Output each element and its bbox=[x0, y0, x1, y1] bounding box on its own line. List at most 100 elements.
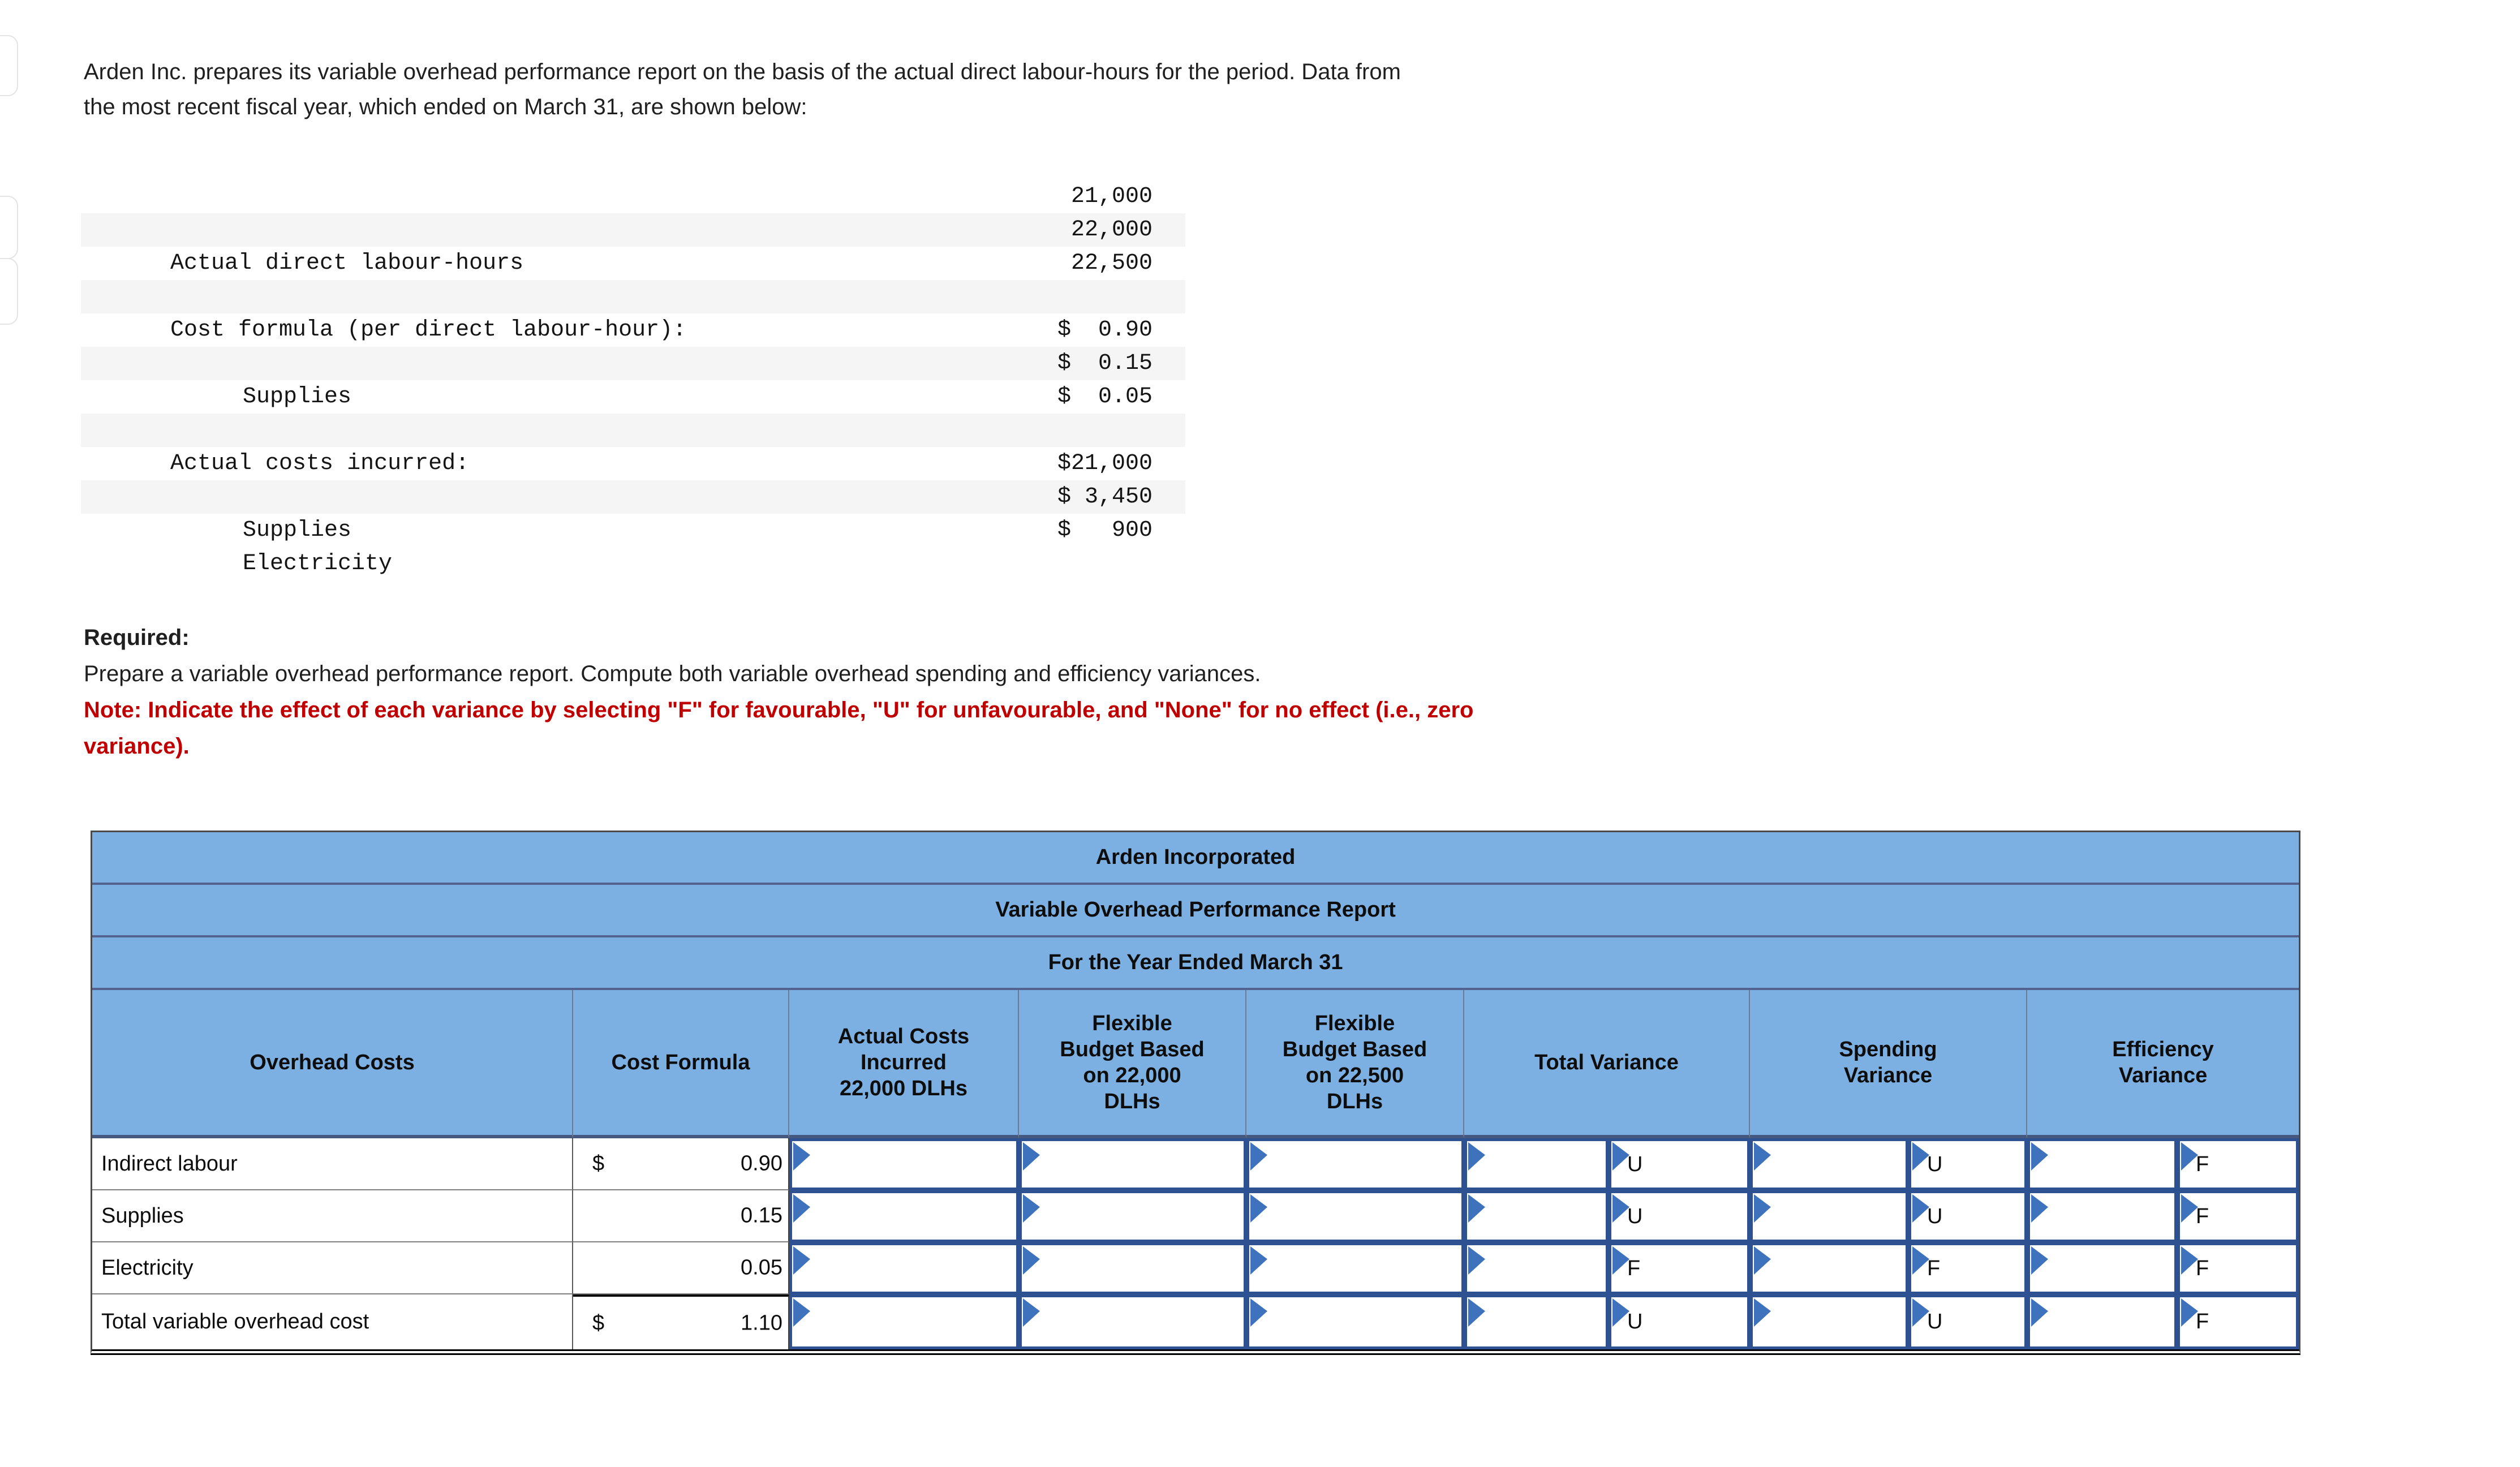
currency-symbol bbox=[1057, 247, 1071, 280]
data-row: Budgeted direct labour-hours 21,000 bbox=[81, 180, 1185, 243]
efficiency-variance-effect-select[interactable]: F bbox=[2177, 1138, 2299, 1190]
spending-variance-input-cell[interactable] bbox=[1750, 1138, 1908, 1190]
spending-variance-input-cell[interactable] bbox=[1750, 1294, 1908, 1349]
required-heading: Required: bbox=[84, 625, 190, 650]
spending-variance-effect-select[interactable]: U bbox=[1908, 1294, 2027, 1349]
report-row-indirect-labour: Indirect labour $ 0.90 U U F bbox=[92, 1138, 2299, 1190]
data-row: Indirect labour $21,000 bbox=[81, 447, 1185, 510]
effect-value: U bbox=[1627, 1310, 1643, 1333]
flex-budget-22500-input-cell[interactable] bbox=[1246, 1294, 1464, 1349]
cell-flag-icon bbox=[1250, 1246, 1267, 1275]
report-title-row: For the Year Ended March 31 bbox=[92, 937, 2299, 990]
col-header-total-variance: Total Variance bbox=[1464, 990, 1750, 1138]
effect-value: U bbox=[1627, 1204, 1643, 1228]
currency-symbol: $ bbox=[1057, 351, 1071, 376]
data-value: 21,000 bbox=[1070, 184, 1153, 209]
flex-budget-22500-input-cell[interactable] bbox=[1246, 1138, 1464, 1190]
report-row-electricity: Electricity 0.05 F F F bbox=[92, 1242, 2299, 1294]
col-header-actual-costs: Actual Costs Incurred 22,000 DLHs bbox=[789, 990, 1019, 1138]
data-row: Actual direct labour-hours 22,000 bbox=[81, 213, 1185, 276]
report-row-supplies: Supplies 0.15 U U F bbox=[92, 1190, 2299, 1242]
spending-variance-input-cell[interactable] bbox=[1750, 1242, 1908, 1294]
row-label: Indirect labour bbox=[92, 1138, 573, 1190]
efficiency-variance-effect-select[interactable]: F bbox=[2177, 1242, 2299, 1294]
actual-costs-input-cell[interactable] bbox=[789, 1294, 1019, 1349]
flex-budget-22000-input-cell[interactable] bbox=[1019, 1294, 1246, 1349]
col-header-cost-formula: Cost Formula bbox=[573, 990, 789, 1138]
col-header-flex-budget-22500: Flexible Budget Based on 22,500 DLHs bbox=[1246, 990, 1464, 1138]
cell-flag-icon bbox=[2031, 1298, 2048, 1327]
cell-flag-icon bbox=[793, 1142, 810, 1171]
spending-variance-input-cell[interactable] bbox=[1750, 1190, 1908, 1242]
flex-budget-22000-input-cell[interactable] bbox=[1019, 1138, 1246, 1190]
actual-costs-input-cell[interactable] bbox=[789, 1190, 1019, 1242]
data-value: 0.15 bbox=[1098, 351, 1153, 376]
data-row: Indirect labour $0.90 bbox=[81, 313, 1185, 376]
spending-variance-effect-select[interactable]: U bbox=[1908, 1190, 2027, 1242]
efficiency-variance-input-cell[interactable] bbox=[2027, 1242, 2177, 1294]
flex-budget-22500-input-cell[interactable] bbox=[1246, 1190, 1464, 1242]
data-label: Actual direct labour-hours bbox=[170, 251, 524, 276]
data-value: 0.05 bbox=[1098, 384, 1153, 410]
total-variance-input-cell[interactable] bbox=[1464, 1242, 1609, 1294]
total-variance-input-cell[interactable] bbox=[1464, 1190, 1609, 1242]
currency-symbol: $ bbox=[1057, 484, 1071, 510]
cell-flag-icon bbox=[2031, 1194, 2048, 1223]
formula-amount: 0.15 bbox=[741, 1203, 782, 1228]
actual-costs-input-cell[interactable] bbox=[789, 1138, 1019, 1190]
total-variance-effect-select[interactable]: F bbox=[1609, 1242, 1750, 1294]
data-label: Electricity bbox=[243, 551, 393, 577]
data-label: Cost formula (per direct labour-hour): bbox=[170, 317, 687, 343]
effect-value: F bbox=[2196, 1256, 2209, 1280]
flex-budget-22000-input-cell[interactable] bbox=[1019, 1190, 1246, 1242]
efficiency-variance-input-cell[interactable] bbox=[2027, 1138, 2177, 1190]
report-title-row: Variable Overhead Performance Report bbox=[92, 885, 2299, 937]
required-note: Note: Indicate the effect of each varian… bbox=[84, 698, 1474, 759]
row-label: Supplies bbox=[92, 1190, 573, 1242]
cell-flag-icon bbox=[1754, 1142, 1771, 1171]
data-row: Supplies $3,450 bbox=[81, 480, 1185, 543]
effect-value: F bbox=[2196, 1152, 2209, 1176]
formula-amount: 0.90 bbox=[741, 1151, 782, 1176]
data-value: 22,000 bbox=[1070, 217, 1153, 243]
efficiency-variance-input-cell[interactable] bbox=[2027, 1294, 2177, 1349]
left-panel-edge bbox=[0, 258, 18, 325]
effect-value: F bbox=[2196, 1310, 2209, 1333]
efficiency-variance-effect-select[interactable]: F bbox=[2177, 1294, 2299, 1349]
total-variance-effect-select[interactable]: U bbox=[1609, 1138, 1750, 1190]
total-variance-input-cell[interactable] bbox=[1464, 1138, 1609, 1190]
currency-symbol bbox=[1057, 180, 1071, 213]
cell-flag-icon bbox=[1023, 1142, 1040, 1171]
cell-flag-icon bbox=[793, 1246, 810, 1275]
left-panel-edge bbox=[0, 35, 18, 96]
efficiency-variance-input-cell[interactable] bbox=[2027, 1190, 2177, 1242]
formula-amount: 1.10 bbox=[741, 1311, 782, 1335]
data-row: Electricity $0.05 bbox=[81, 380, 1185, 443]
flex-budget-22500-input-cell[interactable] bbox=[1246, 1242, 1464, 1294]
currency-symbol: $ bbox=[592, 1151, 605, 1176]
efficiency-variance-effect-select[interactable]: F bbox=[2177, 1190, 2299, 1242]
effect-value: U bbox=[1627, 1152, 1643, 1176]
effect-value: U bbox=[1927, 1152, 1943, 1176]
flex-budget-22000-input-cell[interactable] bbox=[1019, 1242, 1246, 1294]
cell-flag-icon bbox=[793, 1298, 810, 1327]
report-table: Arden Incorporated Variable Overhead Per… bbox=[91, 831, 2301, 1355]
total-variance-input-cell[interactable] bbox=[1464, 1294, 1609, 1349]
formula-amount: 0.05 bbox=[741, 1255, 782, 1280]
cell-flag-icon bbox=[1754, 1298, 1771, 1327]
actual-costs-input-cell[interactable] bbox=[789, 1242, 1019, 1294]
spending-variance-effect-select[interactable]: U bbox=[1908, 1138, 2027, 1190]
data-label: Supplies bbox=[243, 518, 352, 543]
data-row: Cost formula (per direct labour-hour): bbox=[81, 280, 1185, 343]
intro-paragraph: Arden Inc. prepares its variable overhea… bbox=[84, 59, 1401, 119]
total-variance-effect-select[interactable]: U bbox=[1609, 1294, 1750, 1349]
spending-variance-effect-select[interactable]: F bbox=[1908, 1242, 2027, 1294]
cell-flag-icon bbox=[1250, 1298, 1267, 1327]
col-header-overhead-costs: Overhead Costs bbox=[92, 990, 573, 1138]
currency-symbol: $ bbox=[1057, 384, 1071, 410]
report-name-title: Variable Overhead Performance Report bbox=[92, 885, 2299, 937]
total-variance-effect-select[interactable]: U bbox=[1609, 1190, 1750, 1242]
data-value: 22,500 bbox=[1070, 251, 1153, 276]
report-title-row: Arden Incorporated bbox=[92, 832, 2299, 885]
currency-symbol: $ bbox=[1057, 451, 1071, 476]
